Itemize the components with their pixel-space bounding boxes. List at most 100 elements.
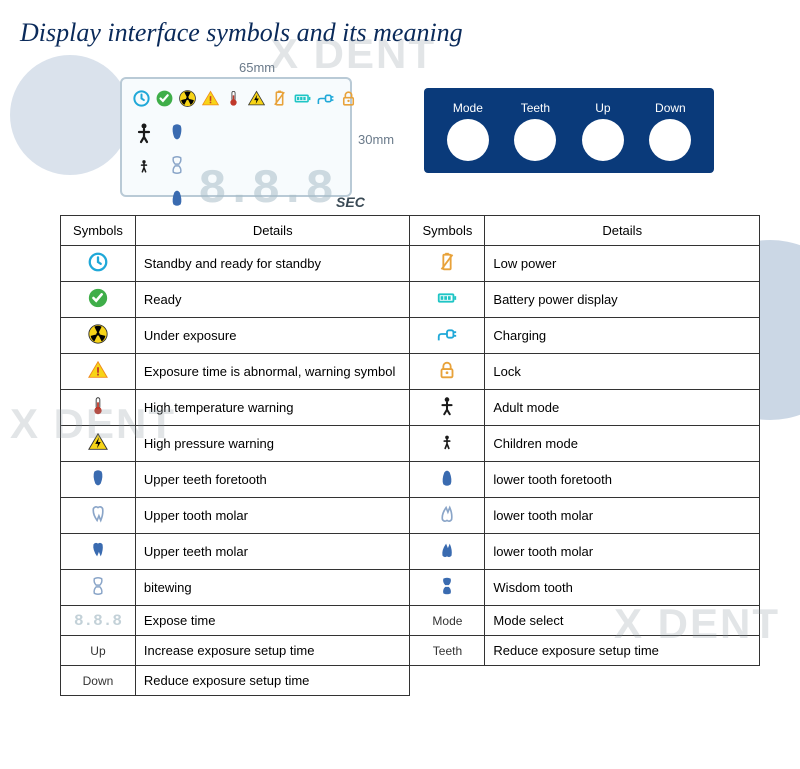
check-icon bbox=[155, 89, 174, 113]
header-symbols: Symbols bbox=[410, 216, 485, 246]
detail-cell: Upper teeth foretooth bbox=[135, 462, 410, 498]
tooth-up-molar2-icon bbox=[87, 539, 109, 564]
symbol-cell: 8.8.8 bbox=[61, 606, 136, 636]
detail-cell: lower tooth foretooth bbox=[485, 462, 760, 498]
adult-icon bbox=[132, 121, 156, 150]
adult-icon bbox=[436, 395, 458, 420]
symbol-cell bbox=[61, 246, 136, 282]
symbol-cell bbox=[61, 570, 136, 606]
detail-cell: Reduce exposure setup time bbox=[135, 666, 410, 696]
detail-cell: High temperature warning bbox=[135, 390, 410, 426]
detail-cell: Expose time bbox=[135, 606, 410, 636]
button-circle bbox=[582, 119, 624, 161]
button-circle bbox=[447, 119, 489, 161]
symbol-cell bbox=[61, 498, 136, 534]
tooth-lo-molar1-icon bbox=[436, 503, 458, 528]
table-row: bitewingWisdom tooth bbox=[61, 570, 760, 606]
sec-label: SEC bbox=[336, 194, 365, 210]
tooth-lower-icon bbox=[166, 187, 188, 214]
panel-button-teeth[interactable]: Teeth bbox=[514, 101, 556, 161]
symbol-cell bbox=[61, 462, 136, 498]
table-row: Down Reduce exposure setup time bbox=[61, 666, 760, 696]
button-panel: Mode Teeth Up Down bbox=[424, 88, 714, 173]
width-dimension: 65mm bbox=[120, 60, 394, 75]
detail-cell: Charging bbox=[485, 318, 760, 354]
symbol-cell bbox=[410, 426, 485, 462]
header-symbols: Symbols bbox=[61, 216, 136, 246]
lock-icon bbox=[436, 359, 458, 384]
table-row: Under exposureCharging bbox=[61, 318, 760, 354]
symbol-cell: Down bbox=[61, 666, 136, 696]
symbol-cell bbox=[410, 462, 485, 498]
tooth-lo-fore-icon bbox=[436, 467, 458, 492]
detail-cell: Children mode bbox=[485, 426, 760, 462]
detail-cell: Lock bbox=[485, 354, 760, 390]
button-label: Mode bbox=[453, 101, 483, 115]
thermo-icon bbox=[224, 89, 243, 113]
table-row: High temperature warning Adult mode bbox=[61, 390, 760, 426]
detail-cell: Battery power display bbox=[485, 282, 760, 318]
tooth-up-molar1-icon bbox=[87, 503, 109, 528]
plug-icon bbox=[436, 323, 458, 348]
symbol-cell bbox=[410, 534, 485, 570]
hv-icon bbox=[247, 89, 266, 113]
text-symbol: Mode bbox=[432, 614, 462, 628]
tooth-lo-molar2-icon bbox=[436, 539, 458, 564]
detail-cell: Increase exposure setup time bbox=[135, 636, 410, 666]
table-row: Exposure time is abnormal, warning symbo… bbox=[61, 354, 760, 390]
height-dimension: 30mm bbox=[358, 132, 394, 147]
detail-cell: Adult mode bbox=[485, 390, 760, 426]
detail-cell: Upper tooth molar bbox=[135, 498, 410, 534]
table-row: Standby and ready for standby Low power bbox=[61, 246, 760, 282]
segment-ghost-icon: 8.8.8 bbox=[74, 612, 122, 630]
radiation-icon bbox=[87, 323, 109, 348]
wisdom-icon bbox=[436, 575, 458, 600]
detail-cell: Reduce exposure setup time bbox=[485, 636, 760, 666]
lowbatt-icon bbox=[270, 89, 289, 113]
text-symbol: Up bbox=[90, 644, 105, 658]
table-row: 8.8.8 Expose time Mode Mode select bbox=[61, 606, 760, 636]
detail-cell: High pressure warning bbox=[135, 426, 410, 462]
battery-icon bbox=[293, 89, 312, 113]
check-icon bbox=[87, 287, 109, 312]
button-label: Down bbox=[655, 101, 686, 115]
symbols-table: Symbols Details Symbols Details Standby … bbox=[60, 215, 760, 696]
table-row: Upper teeth foretooth lower tooth foretoo… bbox=[61, 462, 760, 498]
detail-cell: lower tooth molar bbox=[485, 498, 760, 534]
panel-button-up[interactable]: Up bbox=[582, 101, 624, 161]
table-row: High pressure warning Children mode bbox=[61, 426, 760, 462]
top-display-area: 65mm 8.8.8 SEC 30mm Mode Teeth Up bbox=[0, 52, 800, 215]
detail-cell: Low power bbox=[485, 246, 760, 282]
table-row: Upper tooth molar lower tooth molar bbox=[61, 498, 760, 534]
hv-icon bbox=[87, 431, 109, 456]
symbol-cell bbox=[61, 426, 136, 462]
lcd-display: 8.8.8 SEC bbox=[120, 77, 352, 197]
symbol-cell bbox=[61, 534, 136, 570]
text-symbol: Down bbox=[83, 674, 114, 688]
symbol-cell bbox=[410, 354, 485, 390]
detail-cell: Standby and ready for standby bbox=[135, 246, 410, 282]
detail-cell: Ready bbox=[135, 282, 410, 318]
symbol-cell bbox=[61, 282, 136, 318]
symbol-cell bbox=[61, 390, 136, 426]
header-details: Details bbox=[135, 216, 410, 246]
page-title: Display interface symbols and its meanin… bbox=[0, 0, 800, 52]
table-row: Up Increase exposure setup time Teeth Reduc… bbox=[61, 636, 760, 666]
lowbatt-icon bbox=[436, 251, 458, 276]
detail-cell: Mode select bbox=[485, 606, 760, 636]
symbol-cell bbox=[61, 318, 136, 354]
panel-button-mode[interactable]: Mode bbox=[447, 101, 489, 161]
symbol-cell bbox=[410, 498, 485, 534]
button-circle bbox=[514, 119, 556, 161]
button-circle bbox=[649, 119, 691, 161]
symbol-cell bbox=[61, 354, 136, 390]
symbol-cell: Mode bbox=[410, 606, 485, 636]
text-symbol: Teeth bbox=[433, 644, 462, 658]
child-icon bbox=[134, 156, 154, 181]
panel-button-down[interactable]: Down bbox=[649, 101, 691, 161]
lock-icon bbox=[339, 89, 358, 113]
symbol-cell bbox=[410, 390, 485, 426]
button-label: Up bbox=[595, 101, 610, 115]
seven-segment-display: 8.8.8 bbox=[198, 166, 332, 214]
symbol-cell bbox=[410, 318, 485, 354]
